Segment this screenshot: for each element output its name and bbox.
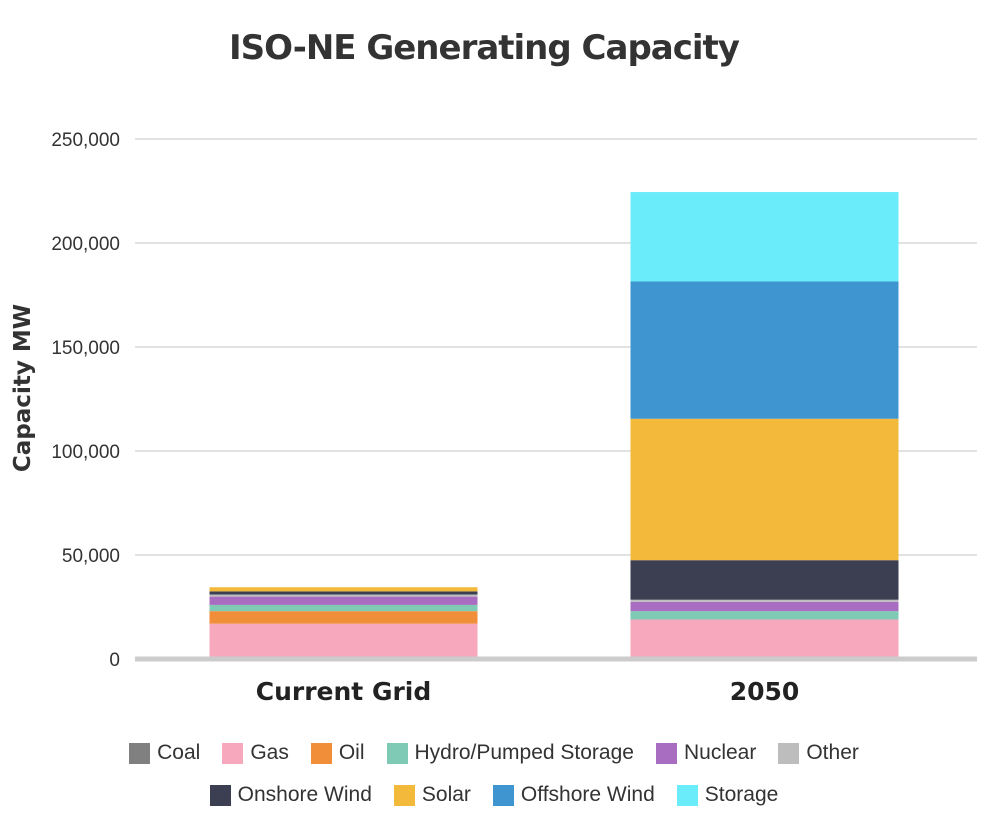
legend-swatch bbox=[222, 742, 244, 764]
y-tick-label: 200,000 bbox=[51, 234, 120, 255]
bar-segment-onshore-wind bbox=[209, 591, 478, 595]
x-axis-categories: Current Grid 2050 bbox=[256, 677, 800, 706]
legend-label: Onshore Wind bbox=[237, 783, 372, 806]
legend-item: Oil bbox=[310, 741, 365, 765]
legend-label: Other bbox=[806, 741, 859, 764]
bars bbox=[209, 192, 899, 659]
legend-item: Nuclear bbox=[655, 741, 757, 765]
legend: Coal Gas Oil Hydro/Pumped Storage Nuclear Oth… bbox=[0, 732, 988, 816]
bar-segment-offshore-wind bbox=[630, 281, 899, 419]
legend-row: Coal Gas Oil Hydro/Pumped Storage Nuclear Oth… bbox=[0, 732, 988, 774]
legend-item: Other bbox=[778, 741, 859, 765]
legend-swatch bbox=[492, 784, 514, 806]
bar-segment-nuclear bbox=[630, 601, 899, 612]
legend-label: Offshore Wind bbox=[520, 783, 655, 806]
legend-row: Onshore Wind Solar Offshore Wind Storage bbox=[0, 774, 988, 816]
legend-label: Hydro/Pumped Storage bbox=[414, 741, 634, 764]
bar-segment-solar bbox=[630, 418, 899, 561]
legend-item: Onshore Wind bbox=[209, 783, 372, 807]
legend-swatch bbox=[676, 784, 698, 806]
bar-segment-hydro-pumped-storage bbox=[209, 604, 478, 612]
x-category-label: Current Grid bbox=[256, 677, 432, 706]
y-tick-label: 150,000 bbox=[51, 338, 120, 359]
legend-label: Gas bbox=[250, 741, 289, 764]
legend-item: Hydro/Pumped Storage bbox=[386, 741, 634, 765]
legend-swatch bbox=[310, 742, 332, 764]
y-tick-label: 100,000 bbox=[51, 442, 120, 463]
legend-swatch bbox=[393, 784, 415, 806]
legend-swatch bbox=[386, 742, 408, 764]
y-axis-ticks: 0 50,000 100,000 150,000 200,000 250,000 bbox=[51, 130, 120, 671]
bar-segment-solar bbox=[209, 587, 478, 592]
bar-segment-gas bbox=[630, 619, 899, 659]
legend-swatch bbox=[209, 784, 231, 806]
legend-swatch bbox=[655, 742, 677, 764]
bar-segment-gas bbox=[209, 623, 478, 658]
legend-item: Solar bbox=[393, 783, 471, 807]
legend-item: Storage bbox=[676, 783, 779, 807]
legend-item: Coal bbox=[129, 741, 200, 765]
bar-segment-storage bbox=[630, 192, 899, 282]
bar-segment-other bbox=[630, 599, 899, 602]
x-category-label: 2050 bbox=[730, 677, 800, 706]
bar-segment-onshore-wind bbox=[630, 560, 899, 600]
chart-title: ISO-NE Generating Capacity bbox=[229, 28, 740, 68]
y-axis-label: Capacity MW bbox=[10, 304, 36, 472]
legend-swatch bbox=[778, 742, 800, 764]
y-tick-label: 0 bbox=[109, 650, 120, 671]
chart-plot-area: 0 50,000 100,000 150,000 200,000 250,000 Curr… bbox=[10, 130, 977, 706]
legend-label: Coal bbox=[157, 741, 201, 764]
y-tick-label: 50,000 bbox=[62, 546, 120, 567]
bar-segment-hydro-pumped-storage bbox=[630, 611, 899, 620]
legend-label: Oil bbox=[338, 741, 365, 764]
legend-label: Storage bbox=[704, 783, 779, 806]
bar-segment-other bbox=[209, 594, 478, 597]
legend-item: Gas bbox=[222, 741, 289, 765]
legend-label: Nuclear bbox=[683, 741, 757, 764]
legend-item: Offshore Wind bbox=[492, 783, 655, 807]
legend-label: Solar bbox=[421, 783, 471, 806]
legend-swatch bbox=[129, 742, 151, 764]
bar-segment-oil bbox=[209, 611, 478, 624]
y-tick-label: 250,000 bbox=[51, 130, 120, 151]
bar-segment-nuclear bbox=[209, 596, 478, 605]
